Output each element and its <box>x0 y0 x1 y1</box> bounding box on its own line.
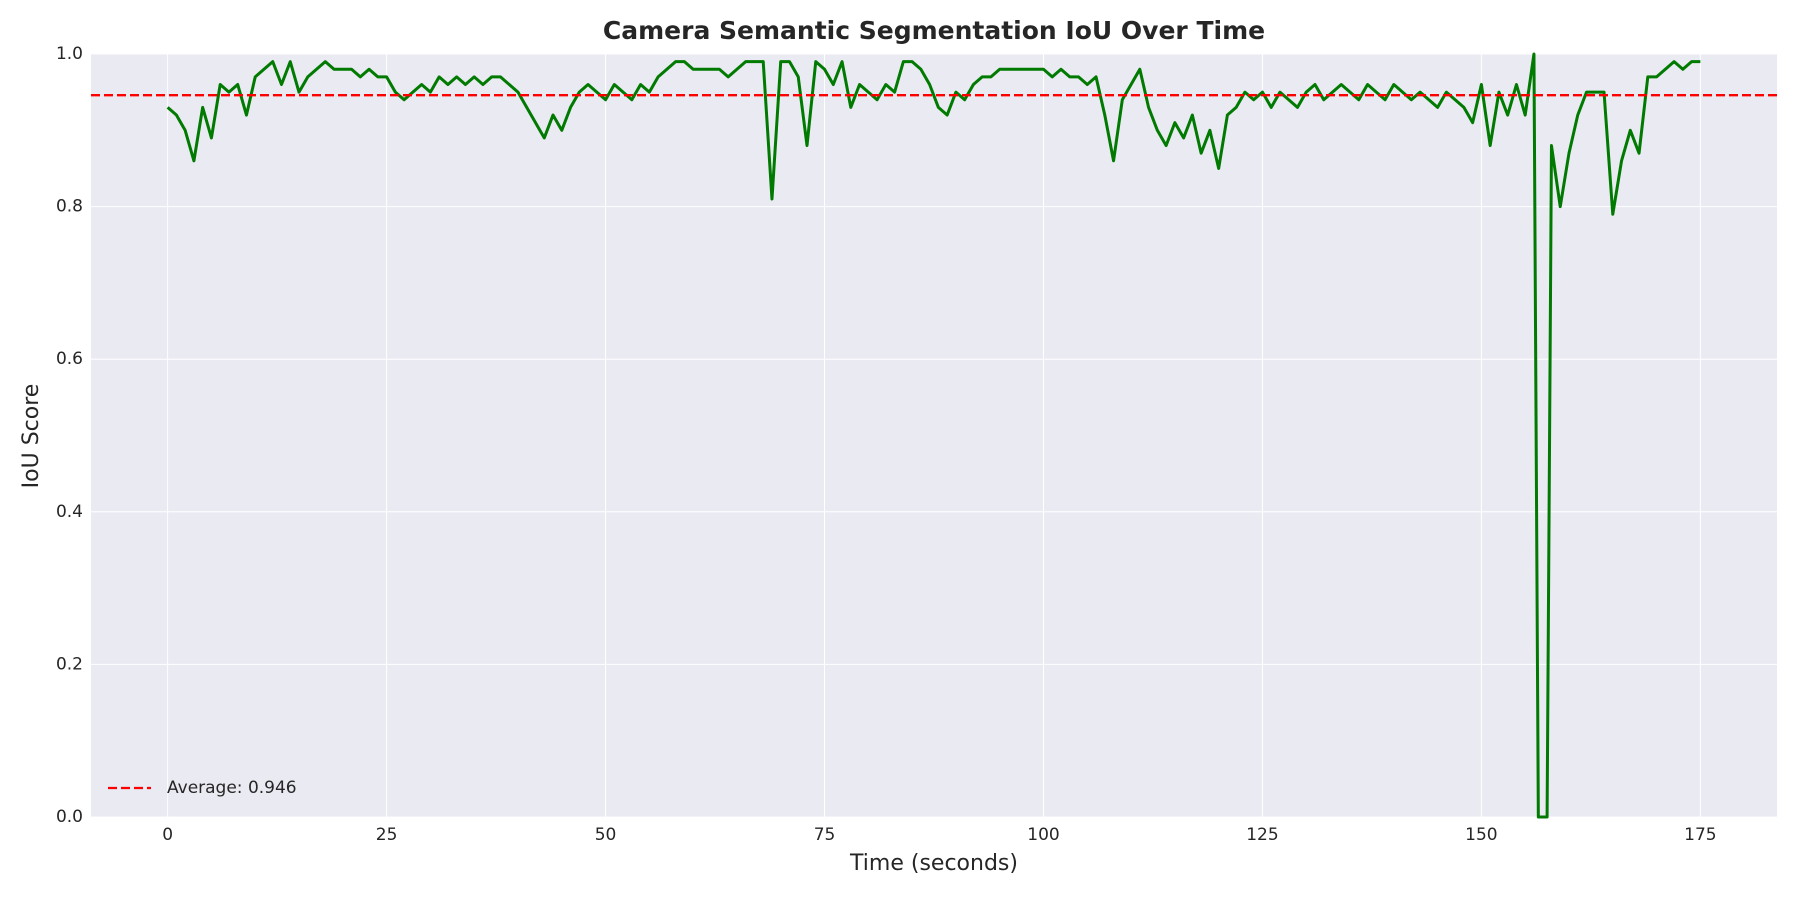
y-tick-label: 1.0 <box>56 44 83 64</box>
x-tick-label: 0 <box>162 825 173 845</box>
legend-label: Average: 0.946 <box>167 778 297 798</box>
y-tick-label: 0.8 <box>56 197 83 217</box>
x-tick-label: 175 <box>1684 825 1716 845</box>
y-tick-label: 0.2 <box>56 654 83 674</box>
x-tick-label: 75 <box>814 825 836 845</box>
x-tick-label: 125 <box>1246 825 1278 845</box>
data-line <box>166 52 1701 819</box>
plot-area <box>91 54 1777 817</box>
x-tick-label: 150 <box>1465 825 1497 845</box>
x-axis-label: Time (seconds) <box>849 851 1018 876</box>
x-tick-label: 25 <box>376 825 398 845</box>
chart-title: Camera Semantic Segmentation IoU Over Ti… <box>603 16 1265 45</box>
y-tick-label: 0.6 <box>56 349 83 369</box>
y-tick-label: 0.0 <box>56 807 83 827</box>
y-axis-label: IoU Score <box>19 384 44 489</box>
y-tick-label: 0.4 <box>56 502 83 522</box>
x-tick-label: 100 <box>1027 825 1059 845</box>
x-tick-label: 50 <box>595 825 617 845</box>
